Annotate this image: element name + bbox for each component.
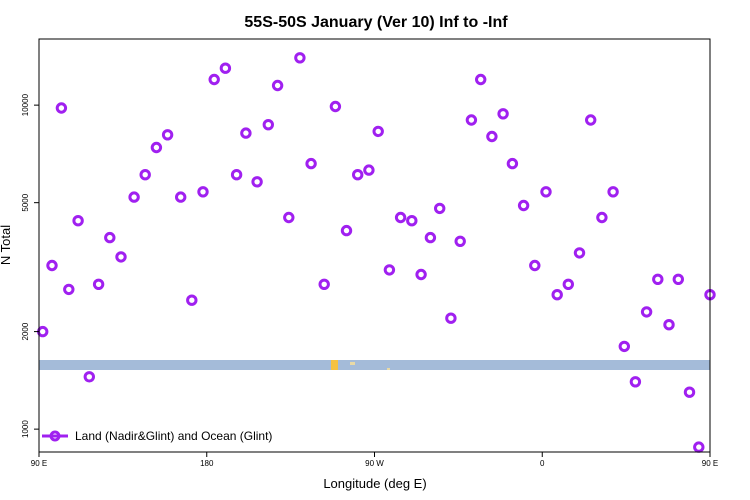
- data-point: [596, 211, 608, 224]
- data-point: [294, 52, 306, 64]
- data-point: [465, 114, 478, 126]
- data-point: [672, 273, 684, 285]
- data-point: [115, 251, 127, 263]
- y-axis-label: N Total: [0, 225, 13, 265]
- data-point: [186, 294, 198, 306]
- data-point: [424, 231, 437, 244]
- data-point: [506, 157, 519, 170]
- data-point: [607, 186, 619, 198]
- data-point: [693, 441, 705, 453]
- land-patch: [387, 368, 390, 370]
- legend-label: Land (Nadir&Glint) and Ocean (Glint): [75, 429, 272, 443]
- data-point: [486, 130, 498, 143]
- data-point: [540, 186, 552, 198]
- data-point: [72, 215, 84, 227]
- data-point: [150, 141, 163, 154]
- data-point: [529, 259, 541, 272]
- data-point: [271, 79, 284, 92]
- plot-frame: [38, 38, 711, 453]
- x-tick-label: 90 E: [31, 459, 47, 468]
- data-point: [219, 62, 232, 74]
- data-point: [383, 264, 396, 276]
- data-point: [63, 283, 75, 296]
- chart-title: 55S-50S January (Ver 10) Inf to -Inf: [244, 14, 508, 31]
- data-point: [363, 164, 375, 176]
- y-tick-label: 5000: [21, 193, 30, 211]
- data-point: [208, 73, 220, 86]
- data-point: [340, 224, 353, 237]
- data-point: [406, 215, 418, 227]
- x-axis-label: Longitude (deg E): [323, 476, 426, 491]
- data-point: [83, 371, 96, 383]
- latitude-band: [39, 360, 710, 370]
- data-point: [551, 289, 563, 301]
- data-point: [262, 119, 274, 131]
- data-point: [230, 169, 243, 181]
- data-point: [251, 176, 263, 188]
- legend-marker: [49, 430, 61, 442]
- x-tick-label: 180: [200, 459, 214, 468]
- y-tick-label: 10000: [21, 93, 30, 116]
- data-point: [618, 340, 630, 353]
- data-point: [394, 211, 407, 224]
- data-point: [161, 129, 174, 141]
- data-point: [434, 202, 446, 215]
- data-point: [629, 376, 642, 388]
- data-point: [445, 312, 457, 324]
- data-point: [562, 278, 574, 290]
- data-point: [663, 319, 675, 331]
- data-point: [139, 169, 151, 181]
- data-point: [46, 259, 58, 272]
- data-point: [415, 268, 427, 281]
- data-point: [372, 125, 384, 138]
- data-point: [652, 273, 664, 285]
- data-point: [585, 114, 597, 126]
- x-tick-label: 90 W: [365, 459, 384, 468]
- y-tick-label: 2000: [21, 322, 30, 340]
- x-tick-label: 0: [540, 459, 545, 468]
- data-point: [573, 247, 586, 259]
- data-point: [92, 278, 105, 290]
- x-axis: 90 E 180 90 W 0 90 E: [31, 452, 718, 468]
- data-point: [197, 186, 209, 198]
- data-point: [318, 278, 330, 290]
- data-point: [475, 73, 487, 86]
- land-patch: [331, 360, 338, 370]
- x-tick-label: 90 E: [702, 459, 718, 468]
- data-point: [175, 191, 187, 203]
- data-point: [640, 306, 653, 318]
- data-point: [352, 169, 364, 181]
- data-point: [283, 211, 295, 224]
- legend: Land (Nadir&Glint) and Ocean (Glint): [42, 429, 272, 443]
- data-point: [104, 231, 116, 244]
- land-patch: [350, 362, 355, 365]
- data-point: [37, 325, 49, 338]
- data-point: [517, 199, 530, 212]
- data-point: [305, 157, 317, 170]
- data-point: [240, 127, 252, 139]
- y-axis: 1000 2000 5000 10000: [21, 93, 39, 438]
- data-point: [55, 102, 68, 114]
- data-point: [683, 386, 696, 398]
- y-tick-label: 1000: [21, 420, 30, 438]
- data-point: [497, 108, 509, 120]
- data-point: [128, 191, 140, 203]
- plot-area: [37, 52, 716, 453]
- data-point: [329, 100, 342, 113]
- data-point: [454, 235, 466, 248]
